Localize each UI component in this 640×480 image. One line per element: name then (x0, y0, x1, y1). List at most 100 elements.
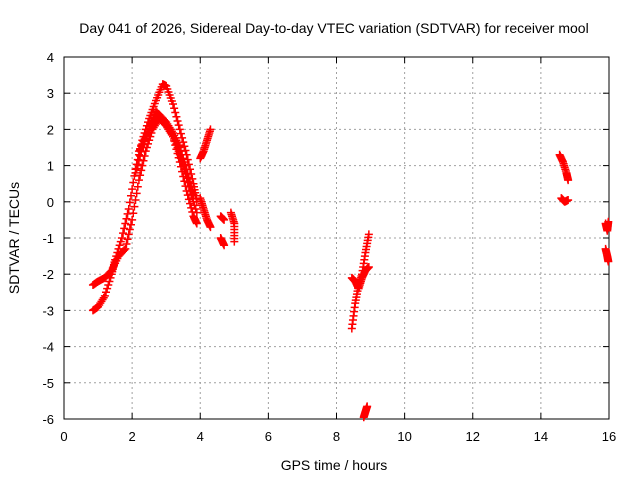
y-tick-label: -4 (42, 340, 54, 355)
data-point (132, 164, 141, 173)
data-point (136, 171, 145, 180)
data-point (128, 185, 137, 194)
grid-lines (64, 57, 609, 419)
data-point (131, 195, 140, 204)
data-point (122, 214, 131, 223)
data-point (125, 225, 134, 234)
x-tick-label: 0 (60, 429, 67, 444)
data-point (206, 223, 215, 232)
data-point (189, 190, 198, 199)
data-point (133, 182, 142, 191)
data-point (132, 189, 141, 198)
data-point (103, 284, 112, 293)
x-tick-label: 4 (197, 429, 204, 444)
data-point (364, 262, 373, 271)
data-point (99, 293, 108, 302)
x-tick-label: 6 (265, 429, 272, 444)
data-point (174, 121, 183, 130)
data-point (104, 281, 113, 290)
data-point (120, 224, 129, 233)
data-point (115, 241, 124, 250)
data-point (220, 215, 229, 224)
data-point (181, 161, 190, 170)
x-tick-label: 2 (129, 429, 136, 444)
x-tick-label: 16 (602, 429, 616, 444)
data-point (128, 215, 137, 224)
data-point (125, 198, 134, 207)
data-point (188, 186, 197, 195)
data-point (364, 230, 373, 239)
data-point (171, 108, 180, 117)
data-point (192, 208, 201, 217)
x-axis-label: GPS time / hours (281, 457, 388, 473)
data-point (189, 197, 198, 206)
data-point (134, 176, 143, 185)
y-tick-label: -1 (42, 231, 54, 246)
data-point (190, 201, 199, 210)
data-point (124, 230, 133, 239)
y-tick-label: 4 (47, 50, 54, 65)
data-point (130, 202, 139, 211)
data-point (182, 165, 191, 174)
data-point (136, 151, 145, 160)
data-point (100, 291, 109, 300)
data-point (129, 178, 138, 187)
data-point (230, 237, 239, 246)
data-point (129, 209, 138, 218)
y-tick-label: 0 (47, 195, 54, 210)
data-point (175, 125, 184, 134)
data-point (179, 154, 188, 163)
data-point (178, 150, 187, 159)
data-point (116, 237, 125, 246)
y-tick-label: -3 (42, 303, 54, 318)
data-point (102, 288, 111, 297)
data-point (133, 160, 142, 169)
data-point (138, 161, 147, 170)
data-point (175, 143, 184, 152)
y-tick-label: 2 (47, 122, 54, 137)
data-point (105, 277, 114, 286)
y-tick-label: -2 (42, 267, 54, 282)
data-point (167, 127, 176, 136)
data-point (117, 234, 126, 242)
y-tick-label: -5 (42, 376, 54, 391)
x-tick-label: 14 (534, 429, 548, 444)
data-point (604, 217, 613, 226)
data-point (564, 176, 573, 185)
data-point (169, 100, 177, 109)
data-point (176, 147, 185, 156)
x-tick-label: 10 (397, 429, 411, 444)
data-point (131, 168, 140, 177)
data-point (188, 194, 197, 203)
data-point (604, 257, 613, 266)
data-point (206, 125, 215, 134)
data-point (176, 129, 185, 138)
data-point (119, 229, 128, 238)
data-point (173, 116, 182, 125)
data-point (187, 182, 196, 191)
data-point (180, 157, 189, 166)
data-point (126, 191, 135, 200)
y-tick-label: -6 (42, 412, 54, 427)
x-tick-label: 12 (466, 429, 480, 444)
data-point (363, 402, 372, 411)
data-point (178, 133, 187, 142)
data-point (137, 166, 146, 175)
data-points (88, 80, 613, 422)
data-point (191, 205, 200, 214)
y-tick-label: 3 (47, 86, 54, 101)
data-point (134, 156, 143, 165)
data-point (186, 177, 195, 186)
x-tick-label: 8 (333, 429, 340, 444)
data-point (123, 235, 132, 244)
data-point (126, 220, 135, 229)
data-point (121, 244, 130, 253)
data-point (121, 219, 130, 228)
chart-title: Day 041 of 2026, Sidereal Day-to-day VTE… (79, 20, 588, 36)
data-point (220, 241, 229, 250)
y-tick-label: 1 (47, 159, 54, 174)
data-point (120, 246, 129, 255)
data-point (564, 195, 573, 204)
